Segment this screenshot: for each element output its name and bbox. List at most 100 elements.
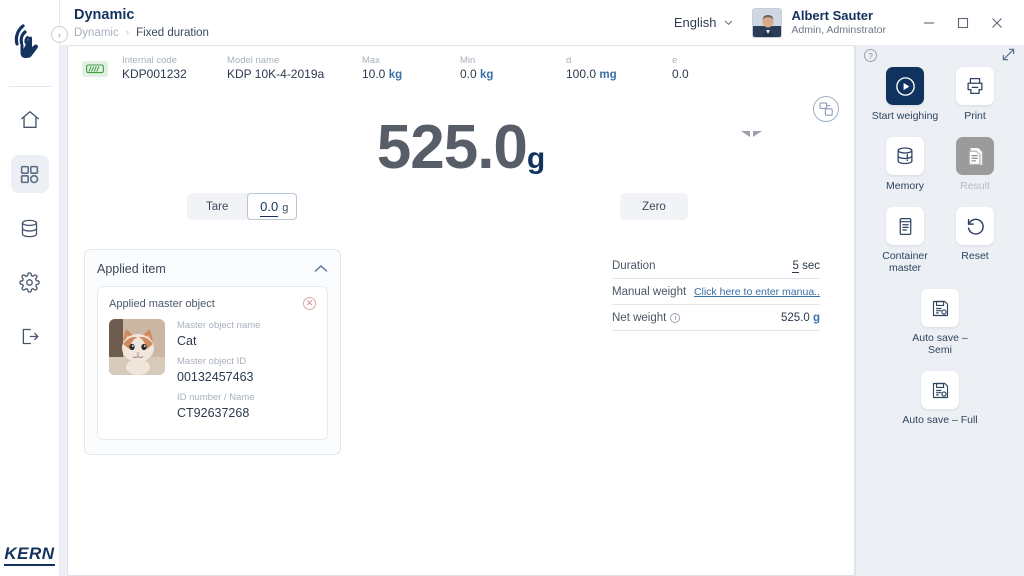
- tare-button[interactable]: Tare: [206, 200, 229, 213]
- user-info[interactable]: Albert Sauter Admin, Adminstrator: [791, 8, 886, 37]
- field-value: Cat: [177, 334, 197, 348]
- tool-tile: [956, 137, 994, 175]
- applied-master-object-card: Applied master object ✕: [97, 286, 328, 440]
- tool-start-weighing[interactable]: Start weighing: [870, 67, 940, 122]
- window-minimize-button[interactable]: [912, 8, 946, 38]
- devices-icon[interactable]: [813, 96, 839, 122]
- info-field-label: Min: [460, 54, 476, 66]
- scale-icon: [82, 60, 108, 77]
- manual-weight-link[interactable]: Click here to enter manua..: [693, 286, 820, 298]
- tool-container-master[interactable]: Container master: [870, 207, 940, 274]
- language-selector[interactable]: English: [674, 15, 735, 30]
- app-header: Dynamic Dynamic › Fixed duration English: [60, 0, 1024, 45]
- zero-button[interactable]: Zero: [620, 193, 688, 220]
- measurement-row-duration[interactable]: Duration 5 sec: [612, 253, 820, 279]
- tool-label: Reset: [961, 250, 989, 262]
- measurement-list: Duration 5 sec Manual weight Click here …: [612, 253, 820, 331]
- tool-tile: [921, 371, 959, 409]
- workspace: Internal code KDP001232 Model name KDP 1…: [60, 45, 1024, 576]
- info-field-label: Max: [362, 54, 380, 66]
- master-object-body: Master object name Cat Master object ID …: [109, 319, 316, 427]
- master-object-header: Applied master object ✕: [109, 297, 316, 310]
- info-field: Internal code KDP001232: [122, 55, 217, 82]
- weight-value: 525.0: [376, 113, 528, 182]
- info-field: Max 10.0 kg: [362, 55, 450, 83]
- tool-tile: [921, 289, 959, 327]
- language-label: English: [673, 15, 717, 30]
- info-field-value: 0.0: [672, 67, 689, 81]
- close-circle-icon[interactable]: ✕: [303, 297, 316, 310]
- info-field: e 0.0: [672, 55, 742, 82]
- printer-icon: [967, 78, 983, 94]
- left-navigation-rail: KERN: [0, 0, 60, 576]
- undo-icon: [967, 218, 984, 235]
- save-full-icon: [932, 382, 948, 398]
- measurement-row-manual-weight[interactable]: Manual weight Click here to enter manua.…: [612, 279, 820, 305]
- sidebar-item-applications[interactable]: [10, 155, 49, 193]
- tare-control: Tare 0.0 g: [187, 193, 298, 220]
- breadcrumb-current: Fixed duration: [136, 26, 209, 39]
- close-icon: [992, 17, 1002, 28]
- measurement-label: Manual weight: [612, 286, 687, 298]
- stability-indicator-icon: [741, 131, 762, 143]
- tool-tile: [886, 67, 924, 105]
- tool-print[interactable]: Print: [940, 67, 1010, 122]
- measurement-row-net-weight: Net weight i 525.0 g: [612, 305, 820, 331]
- info-field-value: KDP001232: [122, 67, 187, 81]
- play-circle-icon: [895, 76, 915, 96]
- applied-item-title: Applied item: [97, 261, 166, 276]
- info-field-label: Model name: [227, 55, 280, 66]
- window-close-button[interactable]: [980, 8, 1014, 38]
- info-field-value: 100.0 mg: [566, 66, 617, 81]
- tool-reset[interactable]: Reset: [940, 207, 1010, 274]
- sidebar-item-logout[interactable]: [11, 317, 49, 355]
- breadcrumb: Dynamic › Fixed duration: [74, 27, 209, 39]
- tool-label: Print: [964, 110, 986, 122]
- main-canvas: Internal code KDP001232 Model name KDP 1…: [67, 45, 855, 576]
- tool-tile: [886, 207, 924, 245]
- tool-auto-save-full[interactable]: Auto save – Full: [870, 371, 1010, 426]
- tool-result[interactable]: Result: [940, 137, 1010, 192]
- tool-label: Container master: [882, 250, 928, 274]
- tool-label: Memory: [886, 180, 924, 192]
- tare-input[interactable]: 0.0 g: [247, 193, 298, 220]
- database-alert-icon: [897, 147, 913, 165]
- app-logo: [0, 0, 60, 86]
- info-field-unit: kg: [388, 68, 403, 81]
- weight-unit: g: [526, 142, 546, 175]
- rail-divider: [8, 86, 51, 87]
- expand-icon[interactable]: [1002, 48, 1015, 66]
- document-icon: [968, 147, 982, 165]
- tool-label: Auto save – Semi: [912, 332, 968, 356]
- tool-tile: [956, 67, 994, 105]
- tare-value: 0.0: [260, 198, 279, 217]
- info-field-unit: kg: [480, 68, 494, 81]
- info-field-value: 10.0 kg: [362, 66, 403, 81]
- tool-auto-save-semi[interactable]: Auto save – Semi: [870, 289, 1010, 356]
- chevron-up-icon[interactable]: [314, 261, 328, 276]
- tool-panel-header: ?: [856, 45, 1024, 65]
- master-object-thumbnail: [109, 319, 165, 375]
- container-icon: [899, 217, 911, 235]
- field-label: Master object ID: [177, 356, 247, 367]
- tool-tile: [886, 137, 924, 175]
- breadcrumb-parent[interactable]: Dynamic: [74, 26, 119, 39]
- tool-memory[interactable]: Memory: [870, 137, 940, 192]
- tool-grid: Start weighing Print: [856, 65, 1024, 441]
- user-name: Albert Sauter: [791, 7, 874, 23]
- measurement-unit: sec: [802, 260, 820, 272]
- sidebar-item-settings[interactable]: [11, 263, 49, 301]
- window-maximize-button[interactable]: [946, 8, 980, 38]
- info-field: Min 0.0 kg: [460, 55, 556, 83]
- info-icon[interactable]: i: [670, 313, 681, 323]
- tool-label: Start weighing: [871, 110, 939, 122]
- avatar[interactable]: [752, 7, 783, 38]
- sidebar-item-home[interactable]: [11, 101, 49, 139]
- help-icon[interactable]: ?: [864, 49, 877, 62]
- sidebar-item-database[interactable]: [11, 209, 49, 247]
- measurement-label: Duration: [612, 260, 656, 272]
- measurement-value: 525.0 g: [780, 312, 820, 324]
- field-label: Master object name: [177, 320, 261, 331]
- rail-expand-toggle[interactable]: ›: [51, 26, 68, 43]
